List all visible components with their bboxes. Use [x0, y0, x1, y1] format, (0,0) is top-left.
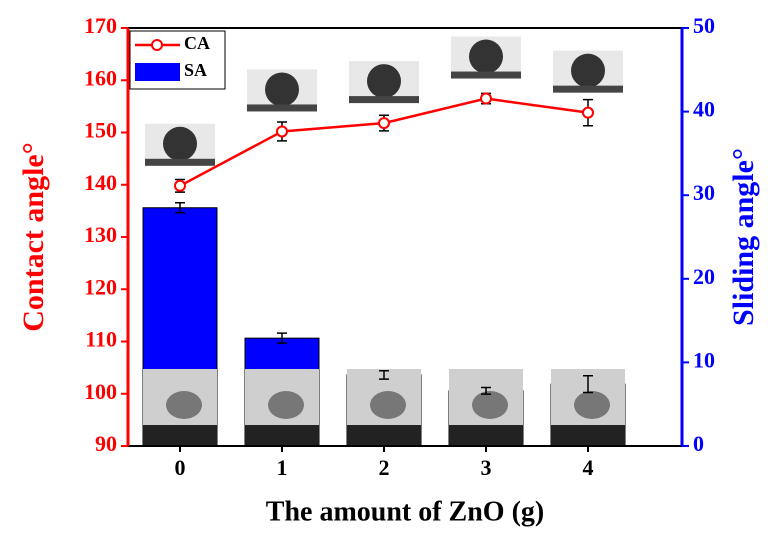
y-tick-label: 170	[84, 13, 117, 38]
inset-droplet	[574, 391, 610, 419]
legend-swatch	[135, 63, 180, 81]
point	[480, 92, 492, 105]
y2-axis-title: Sliding angle°	[727, 148, 760, 326]
x-tick-label: 2	[379, 455, 390, 480]
y-tick-label: 120	[84, 274, 117, 299]
legend-label: CA	[184, 33, 210, 53]
y-tick-label: 150	[84, 118, 117, 143]
inset-droplet	[163, 126, 197, 161]
y2-tick-label: 0	[693, 431, 704, 456]
inset-ground	[349, 96, 419, 104]
error-bar	[583, 375, 593, 394]
x-tick-label: 1	[277, 455, 288, 480]
x-tick-label: 4	[583, 455, 594, 480]
inset-droplet	[472, 391, 508, 419]
y2-tick-label: 10	[693, 347, 715, 372]
x-tick-label: 3	[481, 455, 492, 480]
point	[174, 179, 186, 192]
inset-ground	[247, 104, 317, 112]
inset-ground	[449, 425, 523, 446]
inset-ground	[553, 85, 623, 93]
y-axis-title: Contact angle°	[17, 142, 50, 331]
y-tick-label: 100	[84, 379, 117, 404]
error-bar	[481, 386, 491, 395]
inset-ground	[347, 425, 421, 446]
point	[378, 117, 390, 130]
y-tick-label: 160	[84, 65, 117, 90]
inset-ground	[145, 158, 215, 166]
error-bar	[379, 370, 389, 380]
inset-ground	[451, 71, 521, 79]
inset-ground	[143, 425, 217, 446]
error-bar	[175, 201, 185, 214]
inset-droplet	[367, 64, 401, 99]
point	[276, 125, 288, 138]
line	[179, 97, 589, 187]
y-tick-label: 140	[84, 170, 117, 195]
x-tick-label: 0	[175, 455, 186, 480]
inset-droplet	[370, 391, 406, 419]
y2-tick-label: 30	[693, 180, 715, 205]
inset-ground	[551, 425, 625, 446]
inset-droplet	[268, 391, 304, 419]
inset-droplet	[469, 39, 503, 74]
inset-droplet	[571, 53, 605, 88]
legend-label: SA	[184, 60, 207, 80]
y-tick-label: 110	[85, 327, 117, 352]
y2-tick-label: 20	[693, 264, 715, 289]
error-bar	[277, 332, 287, 344]
inset-ground	[245, 425, 319, 446]
inset-droplet	[166, 391, 202, 419]
y-tick-label: 90	[95, 431, 117, 456]
legend-swatch	[151, 39, 163, 51]
point	[582, 106, 594, 119]
inset-droplet	[265, 72, 299, 107]
x-axis-title: The amount of ZnO (g)	[266, 496, 544, 527]
y2-tick-label: 40	[693, 97, 715, 122]
y-tick-label: 130	[84, 222, 117, 247]
y2-tick-label: 50	[693, 13, 715, 38]
